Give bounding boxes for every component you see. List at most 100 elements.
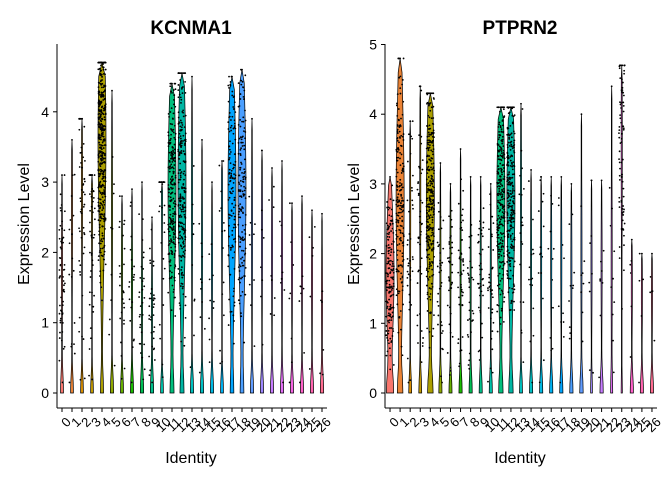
data-point	[168, 260, 171, 263]
data-point	[174, 236, 177, 239]
data-point	[182, 109, 185, 112]
data-point	[172, 197, 175, 200]
data-point	[389, 285, 391, 288]
data-point	[500, 196, 503, 199]
data-point	[102, 99, 105, 101]
data-point	[153, 359, 156, 361]
data-point	[522, 301, 525, 304]
data-point	[150, 292, 152, 295]
data-point	[59, 275, 62, 277]
data-point	[499, 124, 502, 127]
data-point	[99, 247, 102, 250]
data-point	[431, 122, 434, 125]
violin-22	[279, 160, 285, 394]
data-point	[143, 296, 146, 299]
data-point	[83, 125, 86, 128]
data-point	[243, 175, 246, 178]
data-point	[170, 221, 173, 224]
data-point	[503, 216, 506, 219]
data-point	[208, 278, 211, 281]
data-point	[102, 113, 105, 116]
data-point	[153, 297, 156, 300]
data-point	[502, 154, 504, 157]
data-point	[458, 257, 461, 260]
data-point	[70, 343, 73, 345]
data-point	[82, 191, 85, 194]
data-point	[280, 278, 283, 280]
data-point	[171, 191, 174, 194]
data-point	[432, 162, 435, 165]
data-point	[184, 174, 187, 177]
data-point	[179, 193, 182, 196]
data-point	[240, 161, 242, 164]
data-point	[462, 260, 464, 263]
data-point	[503, 197, 505, 200]
data-point	[172, 151, 175, 153]
data-point	[432, 200, 435, 203]
x-axis-title: Identity	[165, 450, 217, 467]
data-point	[498, 217, 501, 219]
data-point	[573, 271, 576, 274]
data-point	[230, 215, 233, 217]
data-point	[99, 249, 101, 252]
data-point	[507, 179, 509, 182]
data-point	[174, 230, 177, 232]
data-point	[243, 127, 246, 129]
data-point	[184, 80, 186, 83]
data-point	[167, 291, 170, 294]
data-point	[211, 181, 213, 184]
data-point	[178, 132, 181, 135]
data-point	[237, 299, 240, 302]
data-point	[240, 237, 243, 240]
data-point	[184, 304, 187, 307]
data-point	[181, 92, 184, 94]
data-point	[242, 120, 245, 123]
data-point	[172, 241, 174, 244]
data-point	[59, 321, 62, 324]
data-point	[177, 172, 180, 175]
data-point	[321, 212, 323, 215]
data-point	[90, 236, 93, 239]
data-point	[103, 144, 106, 147]
data-point	[430, 264, 433, 267]
data-point	[496, 240, 499, 243]
data-point	[569, 284, 572, 287]
data-point	[385, 222, 388, 225]
data-point	[510, 300, 513, 303]
data-point	[168, 277, 171, 280]
data-point	[482, 294, 484, 297]
data-point	[470, 331, 472, 334]
data-point	[503, 175, 506, 178]
data-point	[292, 264, 295, 266]
data-point	[228, 173, 231, 175]
data-point	[184, 72, 187, 75]
data-point	[508, 257, 511, 260]
data-point	[428, 267, 431, 270]
data-point	[100, 127, 103, 130]
data-point	[386, 307, 388, 310]
data-point	[183, 230, 186, 232]
data-point	[233, 223, 236, 226]
data-point	[511, 291, 514, 294]
data-point	[408, 308, 411, 311]
data-point	[233, 267, 236, 270]
data-point	[642, 278, 645, 281]
data-point	[392, 364, 395, 366]
data-point	[501, 171, 503, 174]
data-point	[620, 89, 623, 92]
data-point	[399, 217, 401, 220]
data-point	[562, 335, 565, 338]
data-point	[461, 294, 464, 297]
data-point	[559, 381, 562, 384]
data-point	[143, 343, 146, 346]
data-point	[389, 337, 392, 340]
data-point	[241, 261, 243, 264]
data-point	[183, 139, 186, 142]
data-point	[177, 136, 180, 139]
data-point	[389, 354, 392, 357]
data-point	[103, 152, 106, 155]
data-point	[508, 138, 511, 140]
data-point	[397, 200, 400, 203]
data-point	[491, 311, 494, 314]
data-point	[243, 148, 246, 151]
